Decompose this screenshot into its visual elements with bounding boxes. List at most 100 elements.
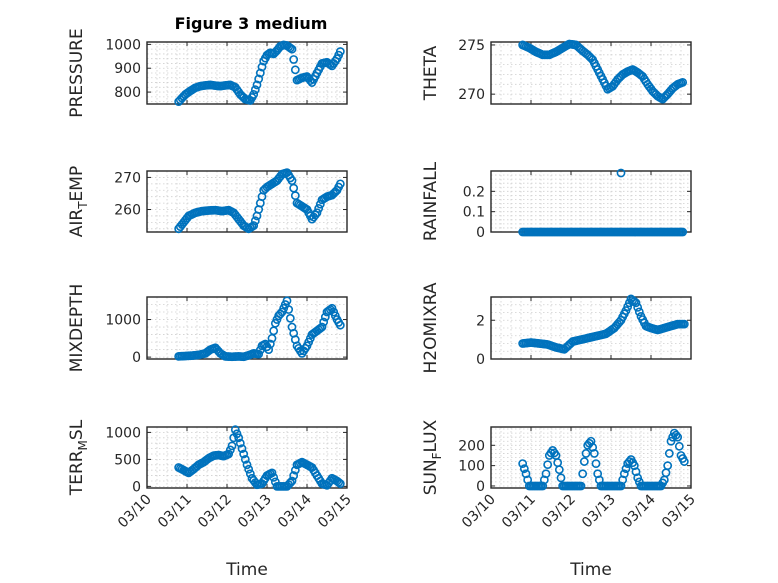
data-point bbox=[556, 473, 566, 483]
y-tick-label: 0 bbox=[476, 225, 485, 241]
axes-frame bbox=[490, 41, 692, 105]
data-point bbox=[249, 221, 259, 230]
data-point bbox=[334, 477, 344, 487]
data-point bbox=[224, 449, 234, 459]
axes-frame bbox=[490, 296, 692, 360]
data-point bbox=[254, 74, 264, 84]
data-point bbox=[673, 432, 683, 442]
data-point bbox=[663, 461, 673, 471]
y-axis-label: H2OMIXRA bbox=[421, 282, 441, 373]
subplot-6: 0 2 H2OMIXRA bbox=[421, 282, 692, 374]
y-tick-label: 0 bbox=[476, 479, 485, 495]
data-point bbox=[235, 438, 245, 448]
data-point bbox=[267, 468, 277, 478]
series-markers bbox=[174, 168, 345, 234]
data-point bbox=[287, 476, 297, 486]
y-tick-label: 0 bbox=[132, 350, 141, 366]
data-point bbox=[616, 168, 626, 178]
data-point bbox=[335, 320, 345, 330]
data-point bbox=[541, 469, 551, 479]
subplot-5: 0 1000 MIXDEPTH bbox=[67, 284, 348, 373]
data-point bbox=[671, 430, 681, 440]
data-point bbox=[679, 457, 689, 466]
data-point bbox=[317, 322, 327, 332]
series-markers bbox=[518, 294, 689, 354]
data-point bbox=[666, 436, 676, 446]
y-tick-label: 270 bbox=[114, 170, 141, 186]
data-point bbox=[589, 449, 599, 458]
data-point bbox=[240, 454, 250, 464]
x-tick-label: 03/10 bbox=[459, 492, 499, 532]
data-point bbox=[234, 433, 244, 443]
data-point bbox=[284, 305, 294, 314]
data-point bbox=[335, 179, 345, 189]
data-point bbox=[237, 444, 247, 453]
data-point bbox=[254, 349, 264, 359]
y-tick-label: 1000 bbox=[105, 37, 141, 53]
y-tick-label: 0 bbox=[132, 479, 141, 495]
y-axis-label: TERRMSL bbox=[67, 419, 90, 496]
subplot-7: 0 500 1000 03/10 03/11 03/12 03/13 03/14 03/15 TE… bbox=[67, 419, 355, 580]
x-axis-label: Time bbox=[225, 560, 268, 580]
x-tick-label: 03/12 bbox=[539, 492, 579, 532]
y-tick-label: 1000 bbox=[105, 425, 141, 441]
y-tick-label: 0 bbox=[476, 352, 485, 368]
data-point bbox=[619, 469, 629, 479]
y-tick-label: 500 bbox=[114, 452, 141, 468]
series-markers bbox=[518, 428, 689, 491]
data-point bbox=[581, 449, 591, 458]
data-point bbox=[312, 208, 322, 218]
data-point bbox=[554, 465, 564, 475]
data-point bbox=[518, 459, 528, 468]
data-point bbox=[252, 80, 262, 90]
y-axis-label: AIRTEMP bbox=[67, 166, 90, 237]
series-markers bbox=[174, 296, 345, 362]
x-tick-label: 03/14 bbox=[275, 491, 315, 531]
data-point bbox=[282, 296, 292, 306]
data-point bbox=[661, 468, 671, 478]
data-point bbox=[290, 191, 300, 201]
x-axis-label: Time bbox=[569, 560, 612, 580]
data-point bbox=[285, 478, 295, 488]
y-tick-label: 270 bbox=[458, 87, 485, 103]
x-tick-label: 03/11 bbox=[155, 492, 195, 532]
y-axis-label: MIXDEPTH bbox=[67, 284, 87, 373]
x-tick-label: 03/14 bbox=[619, 491, 659, 531]
data-point bbox=[285, 313, 295, 323]
data-point bbox=[679, 319, 689, 329]
data-point bbox=[285, 43, 295, 53]
data-point bbox=[289, 55, 299, 64]
data-point bbox=[633, 473, 643, 483]
data-point bbox=[578, 469, 588, 479]
x-tick-label: 03/13 bbox=[235, 492, 275, 532]
series-markers bbox=[518, 168, 688, 237]
data-point bbox=[335, 479, 345, 489]
x-tick-label: 03/12 bbox=[195, 492, 235, 532]
data-point bbox=[678, 227, 688, 237]
x-tick-label: 03/13 bbox=[579, 492, 619, 532]
y-tick-label: 800 bbox=[114, 85, 141, 101]
axes-frame bbox=[146, 426, 348, 489]
data-point bbox=[335, 47, 345, 56]
data-point bbox=[319, 317, 329, 327]
data-point bbox=[664, 449, 674, 458]
data-point bbox=[265, 339, 275, 349]
data-point bbox=[244, 464, 254, 474]
y-tick-label: 2 bbox=[476, 313, 485, 329]
data-point bbox=[230, 425, 240, 435]
y-axis-label: RAINFALL bbox=[421, 161, 441, 241]
data-point bbox=[674, 441, 684, 451]
data-point bbox=[579, 457, 589, 466]
y-axis-label: SUNFLUX bbox=[421, 419, 444, 495]
data-point bbox=[264, 345, 274, 355]
data-point bbox=[227, 441, 237, 451]
y-tick-label: 100 bbox=[458, 459, 485, 475]
series-markers bbox=[518, 39, 688, 104]
subplot-8: 0 100 200 03/10 03/11 03/12 03/13 03/14 03/15 SUN… bbox=[421, 419, 699, 580]
y-tick-label: 0.1 bbox=[463, 205, 485, 221]
data-point bbox=[250, 85, 260, 95]
y-tick-label: 900 bbox=[114, 61, 141, 77]
data-point bbox=[631, 298, 641, 308]
x-tick-label: 03/15 bbox=[315, 492, 355, 532]
data-point bbox=[287, 44, 297, 54]
